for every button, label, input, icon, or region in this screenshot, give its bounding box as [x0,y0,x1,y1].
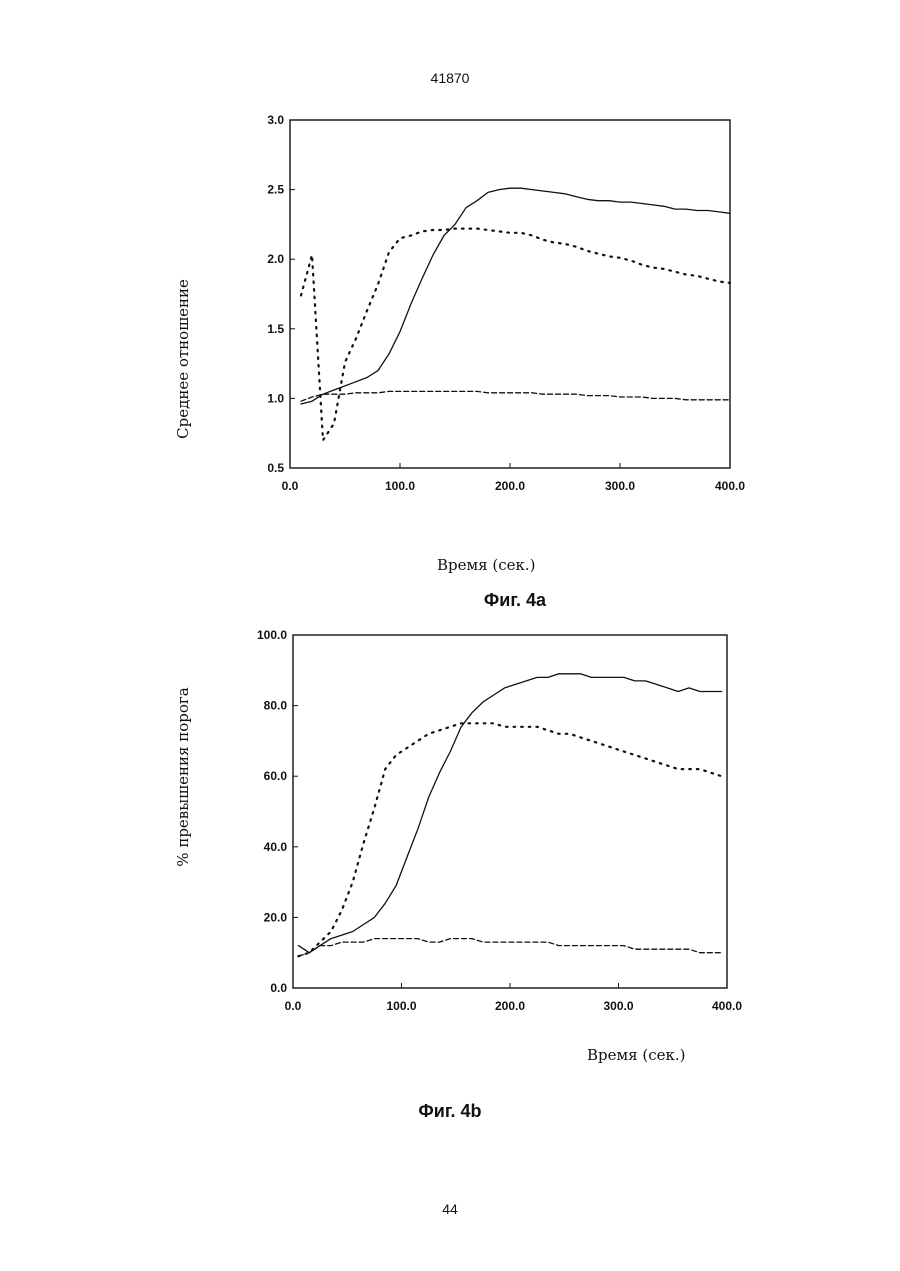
chart-4b-plot-frame [293,635,727,988]
chart-4b-series-dotted [298,723,721,956]
chart-4a-y-tick-label: 2.5 [267,183,284,197]
chart-4a-xlabel: Время (сек.) [437,556,536,574]
chart-4a-series-dotted [301,229,730,441]
chart-4a-x-tick-label: 400.0 [715,479,745,493]
chart-4b-y-tick-label: 80.0 [264,699,288,713]
chart-4b-y-tick-label: 20.0 [264,910,288,924]
chart-4b-y-tick-label: 100.0 [257,628,287,642]
chart-4a-y-tick-label: 1.5 [267,322,284,336]
chart-4b-x-tick-label: 200.0 [495,999,525,1013]
chart-4a-y-tick-label: 3.0 [267,113,284,127]
chart-4a: Среднее отношение 0.0 100.0 200.0 300.0 400.… [150,100,770,510]
chart-4a-plot-frame [290,120,730,468]
chart-4a-y-tick-label: 1.0 [267,391,284,405]
chart-4b-xlabel: Время (сек.) [587,1046,686,1064]
chart-4b-series-solid [298,674,721,953]
chart-4b-caption: Фиг. 4b [355,1101,545,1122]
chart-4a-series-solid [301,188,730,404]
chart-4a-x-tick-label: 200.0 [495,479,525,493]
chart-4b-y-tick-label: 60.0 [264,769,288,783]
chart-4b-x-tick-label: 400.0 [712,999,742,1013]
page-footer-number: 44 [0,1201,900,1217]
chart-4b-series-dashed [298,939,721,957]
chart-4a-x-tick-label: 300.0 [605,479,635,493]
chart-4b-x-tick-label: 300.0 [603,999,633,1013]
chart-4a-y-tick-label: 2.0 [267,252,284,266]
chart-4b-ylabel: % превышения порога [174,687,192,866]
chart-4b-x-tick-label: 0.0 [285,999,302,1013]
chart-4a-x-tick-label: 100.0 [385,479,415,493]
chart-4b-y-tick-label: 0.0 [270,981,287,995]
chart-4a-caption: Фиг. 4a [420,590,610,611]
chart-4b-y-tick-label: 40.0 [264,840,288,854]
chart-4a-series-dashed [301,391,730,401]
page-header-number: 41870 [0,70,900,86]
chart-4b: % превышения порога 0.0 100.0 200.0 300.0 40… [150,615,770,1025]
chart-4a-ylabel: Среднее отношение [174,279,192,439]
chart-4b-x-tick-label: 100.0 [386,999,416,1013]
chart-4a-x-tick-label: 0.0 [282,479,299,493]
chart-4a-y-tick-label: 0.5 [267,461,284,475]
